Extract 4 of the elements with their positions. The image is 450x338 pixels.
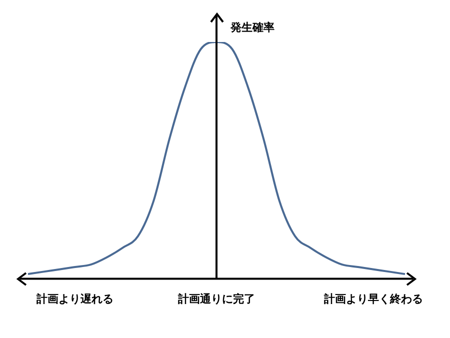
x-tick-label: 計画より早く終わる bbox=[323, 292, 424, 306]
y-axis-title: 発生確率 bbox=[230, 20, 274, 34]
x-tick-label: 計画通りに完了 bbox=[177, 292, 255, 306]
x-tick-label: 計画より遅れる bbox=[36, 292, 114, 306]
